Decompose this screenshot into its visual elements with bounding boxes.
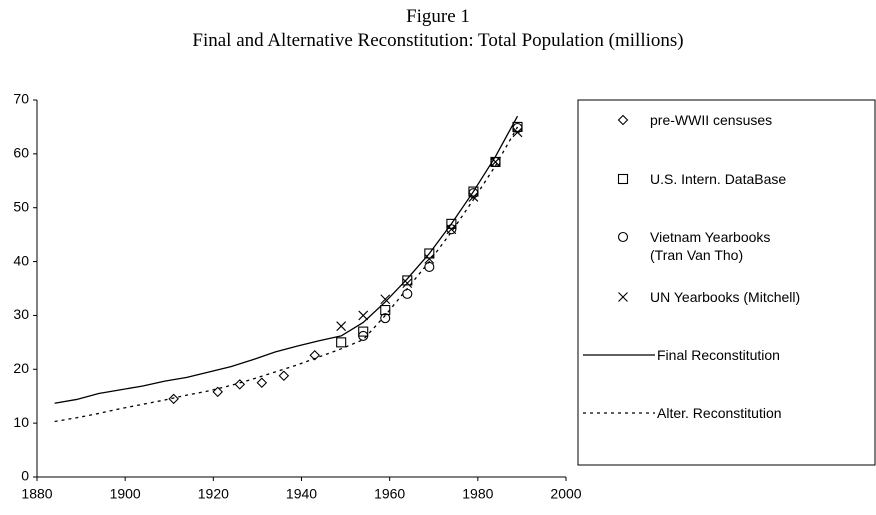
marker-square <box>336 337 347 348</box>
marker-x <box>358 310 369 321</box>
y-tick-label: 40 <box>13 252 29 268</box>
marker-square <box>402 275 413 286</box>
y-tick-label: 30 <box>13 306 29 322</box>
y-tick-label: 60 <box>13 145 29 161</box>
marker-x <box>512 127 523 138</box>
x-tick-label: 1900 <box>110 486 141 502</box>
marker-circle <box>402 288 413 299</box>
x-tick-label: 1940 <box>286 486 317 502</box>
marker-diamond <box>256 377 268 389</box>
marker-x <box>336 321 347 332</box>
marker-square <box>446 218 457 229</box>
series-line <box>54 115 519 404</box>
chart-title: Figure 1 <box>406 6 470 27</box>
y-tick-label: 70 <box>13 91 29 107</box>
marker-x <box>380 294 391 305</box>
marker-diamond <box>234 379 246 390</box>
marker-diamond <box>168 393 179 405</box>
marker-x <box>424 253 435 264</box>
series-line <box>54 126 519 423</box>
legend-label: pre-WWII censuses <box>650 112 773 128</box>
x-tick-label: 1920 <box>198 486 229 502</box>
legend-label: UN Yearbooks (Mitchell) <box>650 289 801 305</box>
y-tick-label: 20 <box>13 360 29 376</box>
marker-square <box>617 173 629 185</box>
marker-x <box>446 224 457 235</box>
marker-square <box>358 326 369 337</box>
marker-x <box>402 278 413 289</box>
marker-x <box>618 292 628 302</box>
marker-diamond <box>309 350 321 361</box>
marker-x <box>490 157 501 167</box>
marker-diamond <box>617 114 629 126</box>
x-tick-label: 1880 <box>21 486 52 502</box>
y-tick-label: 10 <box>13 414 29 430</box>
x-tick-label: 2000 <box>550 486 581 502</box>
marker-circle <box>617 231 629 243</box>
marker-diamond <box>278 370 290 382</box>
legend-label: U.S. Intern. DataBase <box>650 171 787 187</box>
marker-circle <box>358 330 369 341</box>
x-tick-label: 1980 <box>462 486 493 502</box>
marker-square <box>424 248 435 259</box>
marker-circle <box>424 261 435 273</box>
x-tick-label: 1960 <box>374 486 405 502</box>
legend-label: Final Reconstitution <box>657 347 780 363</box>
chart-subtitle: Final and Alternative Reconstitution: To… <box>192 30 684 51</box>
legend-box <box>577 99 876 466</box>
legend-label: Alter. Reconstitution <box>657 405 782 421</box>
marker-circle <box>380 313 391 324</box>
y-tick-label: 50 <box>13 198 29 214</box>
legend-label: Vietnam Yearbooks (Tran Van Tho) <box>650 229 771 263</box>
y-tick-label: 0 <box>21 468 29 484</box>
marker-diamond <box>212 386 224 398</box>
